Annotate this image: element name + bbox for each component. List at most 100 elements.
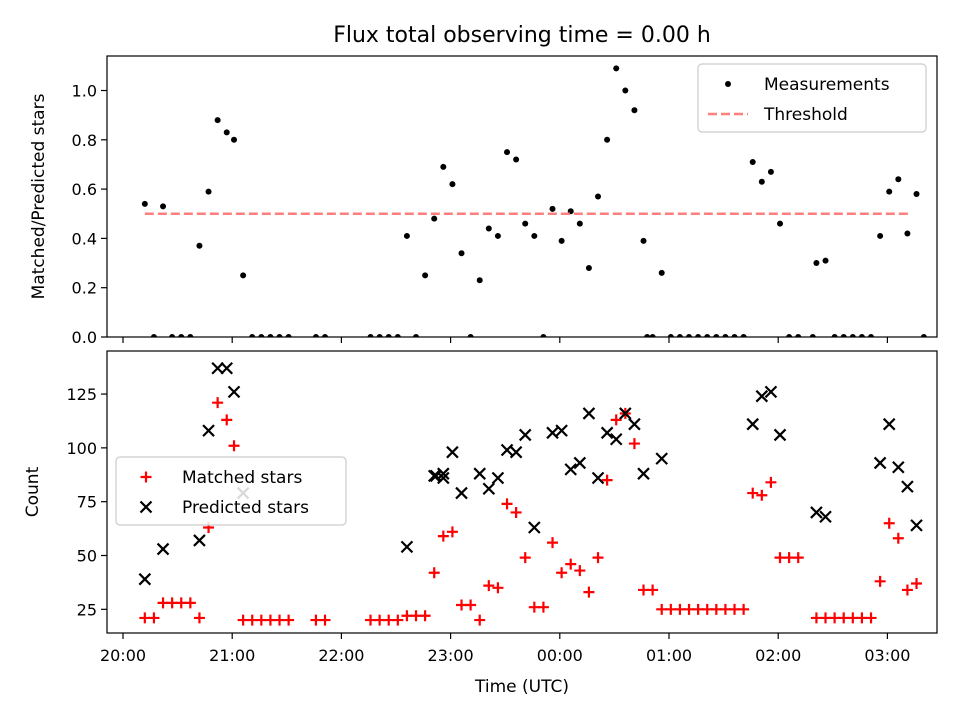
matched-star-point	[574, 565, 586, 577]
matched-star-point	[184, 597, 196, 609]
matched-star-point	[592, 552, 604, 564]
measurement-point	[214, 117, 221, 124]
count-y-tick-label: 75	[77, 493, 97, 512]
count-legend: Matched stars Predicted stars	[115, 456, 347, 526]
matched-star-point	[492, 582, 504, 594]
measurement-point	[695, 334, 702, 337]
predicted-star-point	[202, 424, 215, 437]
measurement-point	[312, 334, 319, 337]
matched-star-point	[228, 440, 240, 452]
matched-star-point	[610, 414, 622, 426]
count-legend-box	[115, 456, 347, 526]
matched-star-point	[392, 614, 404, 626]
matched-star-point	[437, 530, 449, 542]
measurement-point	[169, 334, 176, 337]
matched-star-point	[765, 476, 777, 488]
matched-star-point	[501, 498, 513, 510]
measurement-point	[160, 203, 167, 210]
ratio-y-tick-label: 1.0	[72, 82, 97, 101]
measurement-point	[576, 220, 583, 227]
x-tick-label: 02:00	[755, 646, 801, 665]
measurement-point	[758, 178, 765, 185]
measurement-point	[895, 176, 902, 183]
matched-star-point	[419, 610, 431, 622]
measurement-point	[249, 334, 256, 337]
predicted-star-point	[655, 452, 668, 465]
x-tick-label: 23:00	[428, 646, 474, 665]
measurement-point	[809, 334, 816, 337]
matched-star-point	[565, 558, 577, 570]
measurement-point	[722, 334, 729, 337]
measurement-point	[285, 334, 292, 337]
measurement-point	[667, 334, 674, 337]
predicted-star-point	[773, 428, 787, 442]
measurement-point	[187, 334, 194, 337]
predicted-star-point	[211, 361, 224, 375]
predicted-star-point	[138, 572, 152, 586]
ratio-y-tick-label: 0.8	[72, 131, 97, 150]
measurement-point	[676, 334, 683, 337]
predicted-star-point	[518, 428, 532, 442]
predicted-star-point	[193, 534, 206, 547]
measurement-point	[622, 87, 629, 94]
x-tick-label: 03:00	[864, 646, 910, 665]
ratio-legend: Measurements Threshold	[697, 63, 927, 133]
count-axes-frame	[106, 350, 938, 634]
measurement-point	[522, 220, 529, 227]
predicted-star-point	[819, 510, 832, 524]
x-tick-label: 01:00	[646, 646, 692, 665]
predicted-star-point	[482, 482, 496, 496]
measurement-point	[704, 334, 711, 337]
ratio-axes-frame	[106, 55, 938, 338]
measurement-point	[258, 334, 265, 337]
measurement-point	[458, 250, 465, 257]
measurement-point	[513, 156, 520, 163]
count-data-group	[138, 361, 923, 626]
matched-star-point	[428, 567, 440, 579]
x-tick-label: 21:00	[209, 646, 255, 665]
measurement-point	[196, 242, 203, 249]
predicted-star-point	[400, 540, 414, 554]
measurement-point	[549, 205, 556, 212]
legend-marker-x	[139, 500, 153, 514]
predicted-star-point	[429, 469, 443, 483]
measurement-point	[540, 334, 547, 337]
measurement-point	[141, 200, 148, 207]
predicted-star-point	[637, 467, 650, 480]
matched-star-point	[892, 532, 904, 544]
measurement-point	[231, 136, 238, 143]
matched-star-point	[474, 614, 486, 626]
predicted-star-point	[600, 426, 614, 440]
matched-star-point	[601, 474, 613, 486]
matched-star-point	[556, 567, 568, 579]
measurement-point	[431, 215, 438, 222]
matched-star-point	[283, 614, 295, 626]
predicted-star-point	[427, 469, 441, 483]
measurement-point	[604, 136, 611, 143]
predicted-star-point	[764, 385, 778, 399]
predicted-star-point	[892, 460, 905, 474]
predicted-star-point	[582, 407, 596, 420]
measurement-point	[413, 334, 420, 337]
predicted-star-point	[227, 385, 241, 399]
ratio-plot-panel: 0.0 0.2 0.4 0.6 0.8 1.0 Matched/Predicted star…	[29, 55, 938, 347]
measurement-point	[640, 237, 647, 244]
matched-star-point	[792, 552, 804, 564]
measurement-point	[613, 65, 620, 72]
matched-star-point	[212, 397, 224, 409]
predicted-star-point	[555, 424, 568, 437]
measurement-point	[649, 334, 656, 337]
measurement-point	[631, 107, 638, 114]
matched-star-point	[747, 487, 759, 499]
x-tick-label: 20:00	[100, 646, 146, 665]
predicted-star-point	[455, 486, 468, 500]
measurement-point	[749, 158, 756, 165]
measurement-point	[558, 237, 565, 244]
matched-star-point	[583, 586, 595, 598]
measurement-point	[585, 264, 592, 271]
measurement-point	[777, 220, 784, 227]
predicted-star-point	[755, 389, 769, 403]
predicted-star-point	[873, 456, 887, 470]
predicted-star-point	[564, 463, 577, 476]
count-plot-panel: 25 50 75 100 125 20:00 21:00 22:00 23:00 00:00 01:…	[23, 350, 938, 665]
